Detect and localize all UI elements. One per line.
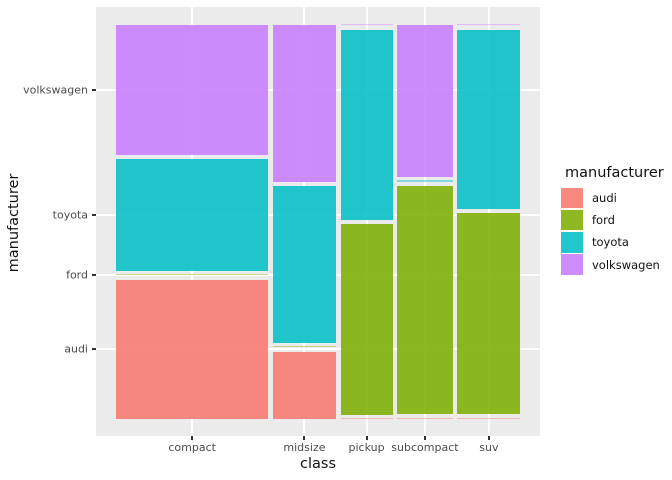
mosaic-segment-compact-volkswagen xyxy=(116,25,269,155)
x-tick-label-midsize: midsize xyxy=(283,441,326,454)
y-tick-mark-audi xyxy=(92,348,96,351)
plot-panel xyxy=(96,7,540,436)
mosaic-segment-subcompact-audi xyxy=(397,417,453,419)
legend-key-audi xyxy=(561,187,584,209)
legend-label-volkswagen: volkswagen xyxy=(592,257,660,272)
y-tick-label-volkswagen: volkswagen xyxy=(23,83,88,97)
mosaic-segment-subcompact-toyota xyxy=(397,180,453,182)
mosaic-segment-midsize-ford xyxy=(272,345,337,348)
legend-key-toyota xyxy=(561,231,584,253)
mosaic-segment-suv-volkswagen xyxy=(457,23,521,25)
mosaic-segment-pickup-ford xyxy=(340,224,393,415)
mosaic-segment-suv-toyota xyxy=(457,29,521,209)
mosaic-segment-pickup-toyota xyxy=(340,29,393,220)
mosaic-segment-compact-ford xyxy=(116,273,269,276)
legend-title: manufacturer xyxy=(565,165,664,181)
mosaic-segment-pickup-audi xyxy=(340,417,393,419)
mosaic-segment-subcompact-ford xyxy=(397,186,453,415)
mosaic-segment-midsize-toyota xyxy=(272,186,337,343)
mosaic-segment-suv-audi xyxy=(457,417,521,419)
y-tick-mark-toyota xyxy=(92,214,96,217)
y-tick-label-audi: audi xyxy=(64,342,88,356)
legend-key-ford xyxy=(561,209,584,231)
x-tick-label-compact: compact xyxy=(168,441,216,454)
mosaic-segment-suv-ford xyxy=(457,213,521,415)
y-tick-label-ford: ford xyxy=(66,268,88,282)
legend-label-audi: audi xyxy=(592,190,617,205)
legend-key-volkswagen xyxy=(561,254,584,275)
x-axis-title: class xyxy=(300,456,336,472)
mosaic-segment-midsize-volkswagen xyxy=(272,25,337,182)
x-tick-mark-midsize xyxy=(303,436,306,440)
x-tick-label-suv: suv xyxy=(479,441,499,454)
y-tick-mark-ford xyxy=(92,273,96,276)
mosaic-segment-midsize-audi xyxy=(272,351,337,419)
x-tick-label-pickup: pickup xyxy=(348,441,385,454)
x-tick-mark-compact xyxy=(191,436,194,440)
y-tick-mark-volkswagen xyxy=(92,88,96,91)
mosaic-segment-compact-audi xyxy=(116,279,269,419)
x-tick-mark-suv xyxy=(487,436,490,440)
y-axis-title: manufacturer xyxy=(6,173,22,272)
y-tick-label-toyota: toyota xyxy=(52,208,88,222)
x-tick-mark-pickup xyxy=(365,436,368,440)
mosaic-segment-compact-toyota xyxy=(116,159,269,271)
mosaic-segment-pickup-volkswagen xyxy=(340,23,393,25)
legend-label-ford: ford xyxy=(592,213,615,228)
gridline-horizontal-audi xyxy=(96,348,540,351)
legend-label-toyota: toyota xyxy=(592,235,629,250)
gridline-vertical-pickup xyxy=(365,7,368,436)
x-tick-label-subcompact: subcompact xyxy=(391,441,459,454)
x-tick-mark-subcompact xyxy=(423,436,426,440)
mosaic-segment-subcompact-volkswagen xyxy=(397,25,453,178)
